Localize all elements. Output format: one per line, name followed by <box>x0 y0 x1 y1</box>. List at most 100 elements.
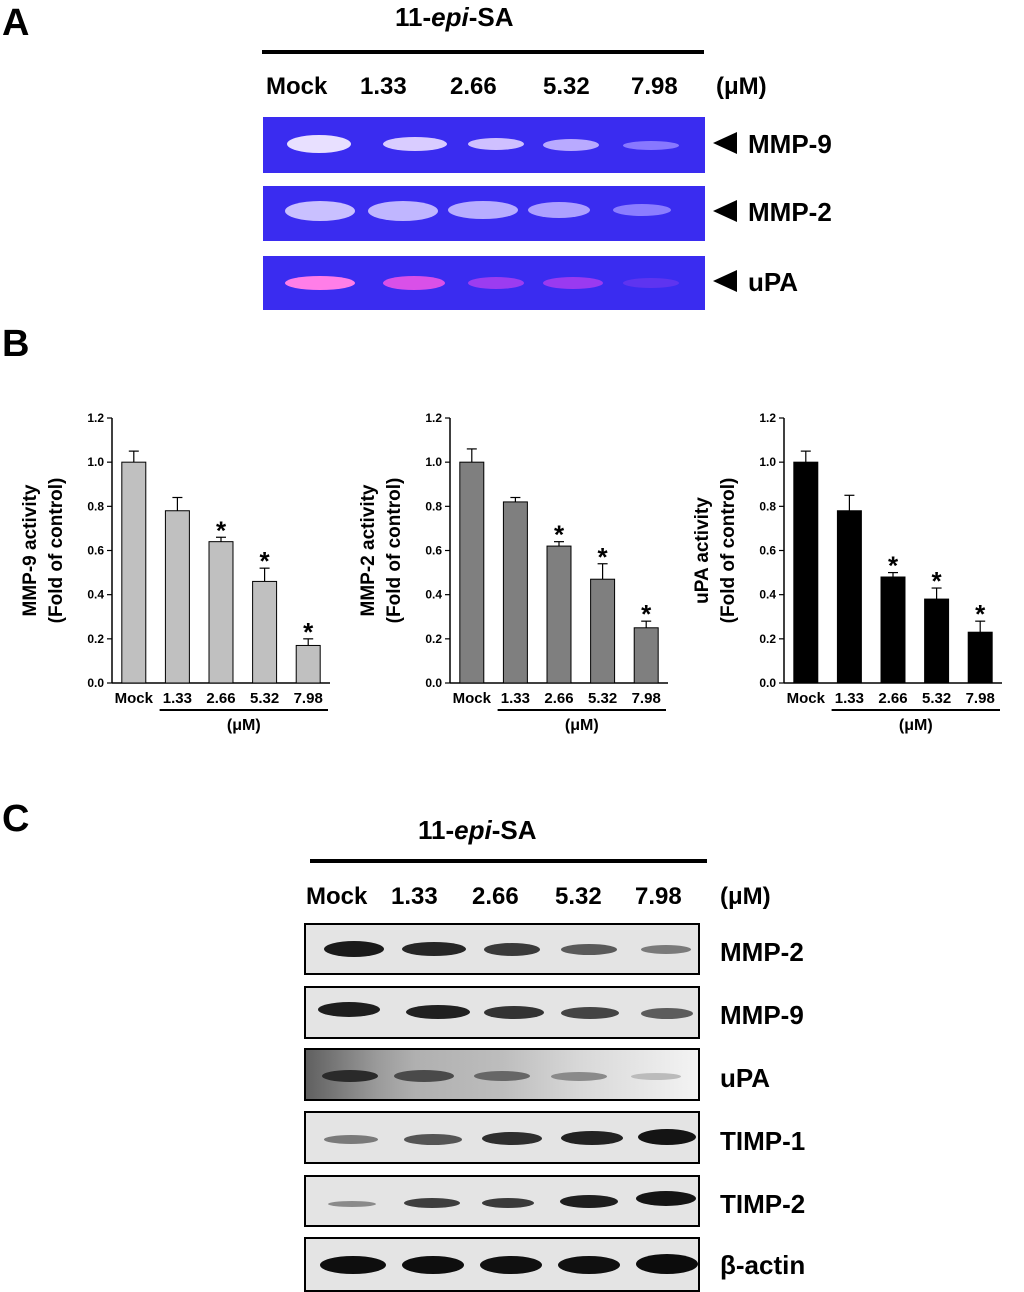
western-blot-timp2 <box>304 1175 700 1227</box>
significance-asterisk: * <box>554 520 565 550</box>
blot-label-timp1: TIMP-1 <box>720 1126 806 1156</box>
category-label: 7.98 <box>294 690 323 707</box>
y-tick-label: 0.8 <box>425 499 442 513</box>
y-axis-label: (Fold of control) <box>718 478 739 624</box>
x-unit-label: (μM) <box>565 717 599 734</box>
y-axis-label: (Fold of control) <box>384 478 405 624</box>
y-tick-label: 0.8 <box>87 499 104 513</box>
category-label: 5.32 <box>250 690 279 707</box>
bar <box>502 501 528 684</box>
blot-label-beta-actin: β-actin <box>720 1250 806 1280</box>
y-tick-label: 1.0 <box>425 455 442 469</box>
title-prefix: 11- <box>418 815 455 845</box>
bar <box>793 461 819 684</box>
panel-b-letter: B <box>2 323 30 365</box>
arrow-icon <box>713 270 737 292</box>
y-tick-label: 0.0 <box>425 676 442 690</box>
panel-a-title: 11-epi-SA <box>395 2 514 33</box>
y-tick-label: 0.8 <box>759 499 776 513</box>
lane-label-2: 2.66 <box>450 73 497 100</box>
y-tick-label: 0.6 <box>87 544 104 558</box>
y-axis-label: MMP-2 activity <box>358 484 379 616</box>
y-tick-label: 0.6 <box>425 544 442 558</box>
category-label: Mock <box>787 690 826 707</box>
y-tick-label: 0.6 <box>759 544 776 558</box>
lane-label-4: 7.98 <box>631 73 678 100</box>
title-italic: epi <box>454 815 492 845</box>
bar <box>546 545 572 684</box>
zymogram-mmp9 <box>263 117 705 173</box>
unit-label: (μM) <box>716 73 767 100</box>
zymogram-upa <box>263 256 705 310</box>
y-axis-label: (Fold of control) <box>46 478 67 624</box>
panel-c-letter: C <box>2 798 30 840</box>
western-blot-beta-actin <box>304 1237 700 1292</box>
title-italic: epi <box>431 2 469 32</box>
bar <box>967 631 993 684</box>
bar <box>121 461 147 684</box>
panel-a-letter: A <box>2 2 30 44</box>
lane-label-1: 1.33 <box>391 883 438 910</box>
bar <box>295 644 321 684</box>
blot-label-upa: uPA <box>720 1063 771 1093</box>
bar <box>590 578 616 684</box>
bar <box>924 598 950 684</box>
category-label: 5.32 <box>922 690 951 707</box>
significance-asterisk: * <box>932 566 943 596</box>
y-tick-label: 1.0 <box>87 455 104 469</box>
lane-label-4: 7.98 <box>635 883 682 910</box>
category-label: 7.98 <box>632 690 661 707</box>
panel-a-treatment-line <box>262 50 704 54</box>
bar <box>836 510 862 684</box>
y-axis-label: MMP-9 activity <box>20 484 41 616</box>
y-tick-label: 1.2 <box>87 411 104 425</box>
y-tick-label: 1.0 <box>759 455 776 469</box>
panel-c-treatment-line <box>310 859 707 863</box>
y-tick-label: 0.2 <box>425 632 442 646</box>
x-unit-label: (μM) <box>899 717 933 734</box>
western-blot-timp1 <box>304 1111 700 1164</box>
y-tick-label: 0.4 <box>759 588 776 602</box>
lane-label-3: 5.32 <box>555 883 602 910</box>
unit-label: (μM) <box>720 883 771 910</box>
lane-label-1: 1.33 <box>360 73 407 100</box>
category-label: 1.33 <box>835 690 864 707</box>
significance-asterisk: * <box>260 546 271 576</box>
category-label: 2.66 <box>878 690 907 707</box>
significance-asterisk: * <box>216 515 227 545</box>
category-label: 2.66 <box>544 690 573 707</box>
blot-label-mmp9: MMP-9 <box>720 1000 804 1030</box>
significance-asterisk: * <box>303 617 314 647</box>
arrow-icon <box>713 132 737 154</box>
y-tick-label: 0.2 <box>759 632 776 646</box>
y-tick-label: 0.4 <box>425 588 442 602</box>
arrow-icon <box>713 200 737 222</box>
category-label: Mock <box>453 690 492 707</box>
bar <box>208 541 234 684</box>
western-blot-upa <box>304 1048 700 1101</box>
category-label: 7.98 <box>966 690 995 707</box>
category-label: 1.33 <box>501 690 530 707</box>
gel-label-upa: uPA <box>748 267 799 297</box>
y-tick-label: 1.2 <box>759 411 776 425</box>
bar <box>459 461 485 684</box>
y-tick-label: 0.4 <box>87 588 104 602</box>
title-prefix: 11- <box>395 2 432 32</box>
significance-asterisk: * <box>975 599 986 629</box>
gel-label-mmp9: MMP-9 <box>748 129 832 159</box>
y-tick-label: 1.2 <box>425 411 442 425</box>
gel-label-mmp2: MMP-2 <box>748 197 832 227</box>
lane-label-2: 2.66 <box>472 883 519 910</box>
x-unit-label: (μM) <box>227 717 261 734</box>
y-axis-label: uPA activity <box>692 497 713 604</box>
significance-asterisk: * <box>598 542 609 572</box>
category-label: 5.32 <box>588 690 617 707</box>
panel-c-title: 11-epi-SA <box>418 815 537 846</box>
western-blot-mmp9 <box>304 986 700 1039</box>
bar <box>633 627 659 684</box>
blot-label-timp2: TIMP-2 <box>720 1189 806 1219</box>
bar <box>252 580 278 684</box>
western-blot-mmp2 <box>304 923 700 975</box>
category-label: Mock <box>115 690 154 707</box>
